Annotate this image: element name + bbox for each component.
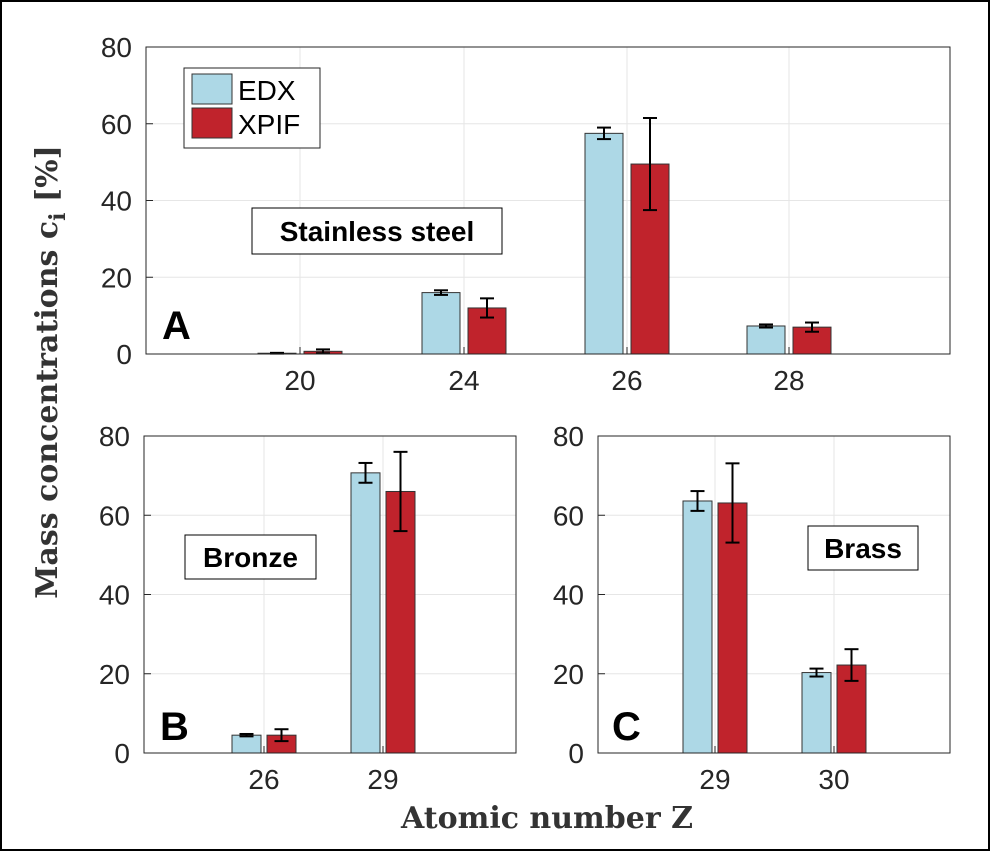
- bar-edx-29: [350, 472, 381, 754]
- bar-edx-28: [746, 325, 786, 355]
- bar-xpif-29: [717, 502, 748, 754]
- panel-title-box: [807, 525, 919, 571]
- x-tick-label: 29: [367, 764, 398, 795]
- y-axis-label: Mass concentrations ci [%]: [30, 145, 71, 599]
- legend-label-edx: EDX: [238, 75, 296, 106]
- bar-edx-24: [421, 292, 461, 355]
- y-axis-label-sub: i: [45, 213, 71, 221]
- y-tick-label: 60: [101, 109, 132, 140]
- x-tick-label: 28: [773, 365, 804, 396]
- y-tick-label: 80: [99, 421, 130, 452]
- y-tick-label: 80: [553, 421, 584, 452]
- panel-title-box: [251, 207, 503, 255]
- x-tick-label: 29: [699, 764, 730, 795]
- bar-edx-26: [231, 734, 262, 754]
- x-tick-label: 30: [818, 764, 849, 795]
- y-tick-label: 60: [553, 500, 584, 531]
- bar-edx-29: [682, 500, 713, 754]
- y-tick-label: 0: [114, 738, 130, 769]
- y-tick-label: 40: [553, 580, 584, 611]
- panel-title: Brass: [824, 533, 902, 564]
- y-tick-label: 20: [101, 262, 132, 293]
- bar-xpif-29: [385, 490, 416, 754]
- panel-b: 0 20 40 60 80 26 29 Bronze B: [99, 421, 517, 795]
- y-axis-label-unit: [%]: [30, 145, 65, 212]
- y-tick-label: 20: [553, 659, 584, 690]
- y-axis-label-main: Mass concentrations c: [30, 221, 65, 599]
- y-tick-label: 80: [101, 32, 132, 63]
- bar-edx-26: [584, 132, 624, 355]
- x-tick-label: 26: [248, 764, 279, 795]
- y-tick-label: 40: [101, 186, 132, 217]
- panel-c: 0 20 40 60 80 29 30 Brass C: [553, 421, 951, 795]
- x-axis-label: Atomic number Z: [400, 801, 693, 836]
- x-tick-label: 20: [284, 365, 315, 396]
- x-tick-label: 26: [611, 365, 642, 396]
- panel-title: Stainless steel: [280, 216, 475, 247]
- legend-swatch-xpif: [191, 107, 233, 139]
- panel-title: Bronze: [203, 542, 298, 573]
- bar-edx-30: [801, 672, 832, 754]
- y-tick-label: 0: [568, 738, 584, 769]
- x-tick-label: 24: [448, 365, 479, 396]
- panel-letter: C: [612, 705, 641, 749]
- y-tick-label: 0: [116, 339, 132, 370]
- legend-swatch-edx: [191, 73, 233, 105]
- y-tick-label: 20: [99, 659, 130, 690]
- panel-letter: A: [162, 304, 191, 348]
- panel-title-box: [184, 534, 317, 580]
- y-tick-label: 40: [99, 580, 130, 611]
- legend-label-xpif: XPIF: [238, 109, 300, 140]
- panel-letter: B: [160, 705, 189, 749]
- y-tick-label: 60: [99, 500, 130, 531]
